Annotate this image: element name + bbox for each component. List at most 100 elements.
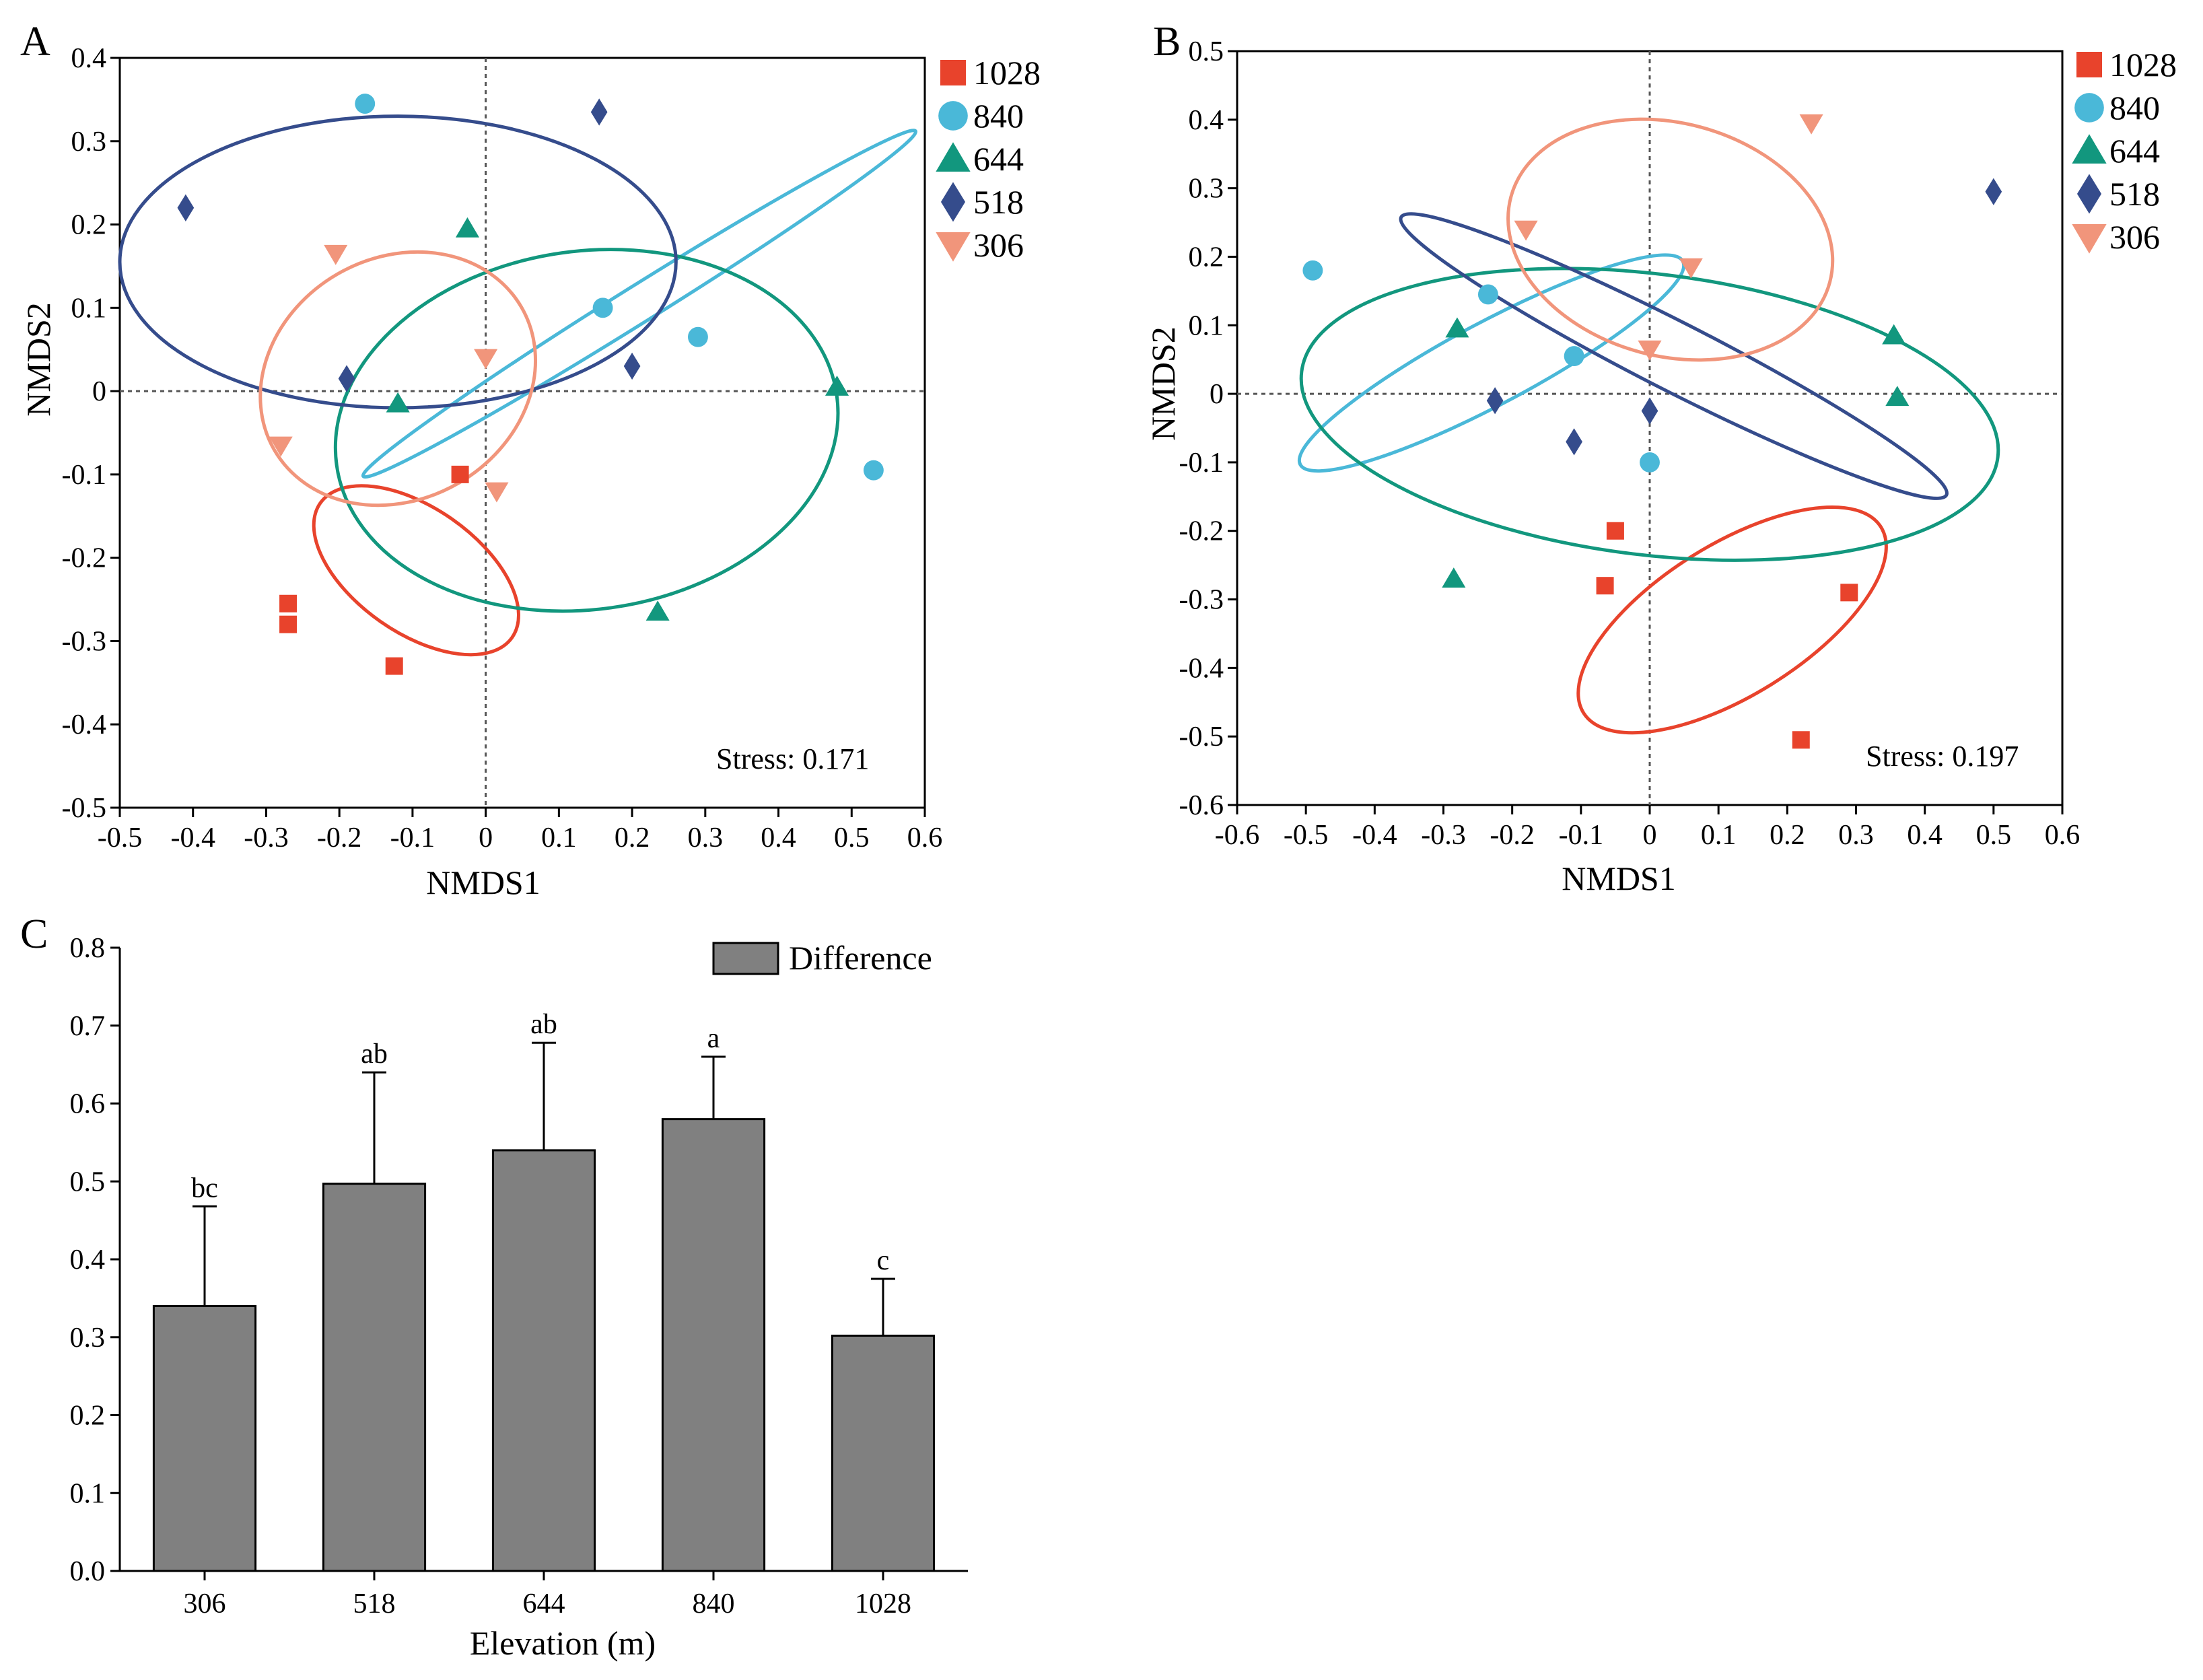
point-306 bbox=[324, 244, 348, 265]
legend-marker-306 bbox=[2072, 224, 2107, 254]
x-tick-label: 840 bbox=[693, 1588, 735, 1619]
y-tick-label: 0.0 bbox=[70, 1556, 106, 1587]
legend-marker-1028 bbox=[2076, 52, 2102, 77]
panel-label-c: C bbox=[20, 911, 48, 957]
ellipse-840 bbox=[1297, 253, 1686, 473]
ellipse-644 bbox=[333, 248, 840, 613]
point-518 bbox=[623, 352, 641, 380]
significance-letter-644: ab bbox=[530, 1009, 557, 1040]
legend-label-306: 306 bbox=[2109, 218, 2160, 256]
y-tick-label: -0.3 bbox=[1179, 585, 1224, 616]
x-tick-label: 0.4 bbox=[761, 823, 796, 853]
y-tick-label: -0.1 bbox=[1179, 448, 1224, 479]
point-518 bbox=[1486, 387, 1504, 415]
x-tick-label: -0.1 bbox=[390, 823, 435, 853]
point-644 bbox=[645, 600, 670, 621]
x-tick-label: -0.3 bbox=[1421, 820, 1466, 851]
legend-marker-518 bbox=[2076, 174, 2102, 214]
x-tick-label: -0.1 bbox=[1559, 820, 1604, 851]
point-306 bbox=[474, 349, 498, 370]
x-tick-label: 518 bbox=[353, 1588, 396, 1619]
x-tick-label: 306 bbox=[184, 1588, 226, 1619]
legend-label-518: 518 bbox=[973, 183, 1024, 221]
point-518 bbox=[1641, 397, 1658, 425]
legend-label-1028: 1028 bbox=[2109, 46, 2177, 83]
x-tick-label: -0.4 bbox=[170, 823, 215, 853]
point-644 bbox=[1885, 386, 1910, 407]
y-tick-label: -0.6 bbox=[1179, 790, 1224, 821]
legend-marker-518 bbox=[940, 182, 966, 222]
significance-letter-1028: c bbox=[877, 1245, 890, 1276]
point-518 bbox=[1985, 178, 2002, 205]
y-tick-label: 0.2 bbox=[70, 1401, 106, 1432]
y-tick-label: 0 bbox=[1210, 379, 1224, 410]
bar-1028 bbox=[831, 1334, 936, 1572]
x-tick-label: 0 bbox=[1643, 820, 1657, 851]
point-840 bbox=[1564, 346, 1584, 367]
y-tick-label: -0.5 bbox=[1179, 722, 1224, 753]
ellipse-306 bbox=[258, 250, 538, 508]
legend-marker-1028 bbox=[940, 60, 966, 85]
point-518 bbox=[177, 194, 195, 221]
point-306 bbox=[1679, 258, 1703, 279]
y-tick-label: 0.4 bbox=[70, 1245, 106, 1275]
y-tick-label: -0.3 bbox=[62, 626, 107, 657]
ellipse-518 bbox=[118, 114, 678, 410]
legend-label-840: 840 bbox=[973, 97, 1024, 135]
point-1028 bbox=[279, 594, 298, 612]
legend-label-840: 840 bbox=[2109, 89, 2160, 127]
point-840 bbox=[687, 326, 708, 347]
point-840 bbox=[355, 94, 376, 114]
y-axis-label-b: NMDS2 bbox=[1144, 326, 1182, 440]
ellipse-1028 bbox=[312, 484, 520, 657]
point-840 bbox=[1302, 260, 1323, 281]
x-tick-label: -0.5 bbox=[1284, 820, 1329, 851]
point-1028 bbox=[1606, 522, 1624, 540]
legend-marker-840 bbox=[938, 101, 968, 131]
x-tick-label: 0.4 bbox=[1907, 820, 1943, 851]
point-840 bbox=[592, 298, 613, 318]
x-tick-label: 1028 bbox=[855, 1588, 911, 1619]
nmds-plot-b: -0.6 -0.5 -0.4 -0.3 -0.2 -0.1 0 0.1 0.2 0.3 0.4 0.5… bbox=[1179, 36, 2080, 851]
legend-label-644: 644 bbox=[973, 140, 1024, 178]
x-tick-label: 0.1 bbox=[541, 823, 577, 853]
point-306 bbox=[1514, 220, 1538, 241]
bar-306 bbox=[152, 1304, 257, 1572]
plot-frame bbox=[118, 57, 926, 809]
ellipse-1028 bbox=[1576, 505, 1888, 735]
y-tick-label: -0.4 bbox=[62, 709, 107, 740]
legend-a: 1028 840 644 518 306 bbox=[936, 54, 1041, 264]
point-518 bbox=[590, 98, 608, 126]
y-tick-label: 0.3 bbox=[70, 1323, 106, 1354]
point-840 bbox=[1640, 452, 1660, 473]
point-1028 bbox=[385, 657, 403, 675]
legend-marker-306 bbox=[936, 232, 971, 262]
y-tick-label: 0.7 bbox=[70, 1011, 106, 1042]
y-tick-label: 0.5 bbox=[1189, 36, 1224, 67]
x-tick-label: 0.3 bbox=[1838, 820, 1874, 851]
legend-label-518: 518 bbox=[2109, 175, 2160, 213]
nmds-plot-a: -0.5 -0.4 -0.3 -0.2 -0.1 0 0.1 0.2 0.3 0.4 0.5 0.6 -… bbox=[62, 43, 943, 853]
y-axis-label-a: NMDS2 bbox=[20, 302, 57, 416]
point-1028 bbox=[1840, 584, 1858, 602]
point-644 bbox=[386, 392, 410, 413]
x-tick-label: -0.6 bbox=[1215, 820, 1260, 851]
y-tick-label: 0.1 bbox=[1189, 310, 1224, 341]
x-tick-label: 0.6 bbox=[2045, 820, 2080, 851]
legend-label-1028: 1028 bbox=[973, 54, 1041, 92]
x-tick-label: 0.5 bbox=[1976, 820, 2012, 851]
y-tick-label: -0.1 bbox=[62, 460, 107, 491]
x-tick-label: -0.2 bbox=[317, 823, 362, 853]
legend-label-644: 644 bbox=[2109, 132, 2160, 170]
stress-label-b: Stress: 0.197 bbox=[1866, 740, 2019, 773]
y-tick-label: 0.2 bbox=[1189, 242, 1224, 273]
point-644 bbox=[825, 376, 849, 396]
bar-840 bbox=[661, 1118, 766, 1572]
x-tick-label: 0.2 bbox=[615, 823, 650, 853]
y-tick-label: 0.4 bbox=[1189, 105, 1224, 136]
y-tick-label: -0.2 bbox=[1179, 516, 1224, 547]
y-tick-label: 0.1 bbox=[71, 293, 107, 324]
ellipse-840 bbox=[361, 129, 918, 479]
point-644 bbox=[1442, 567, 1466, 588]
